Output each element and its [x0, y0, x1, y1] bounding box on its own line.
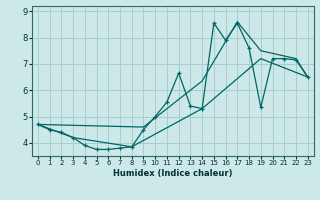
X-axis label: Humidex (Indice chaleur): Humidex (Indice chaleur): [113, 169, 233, 178]
